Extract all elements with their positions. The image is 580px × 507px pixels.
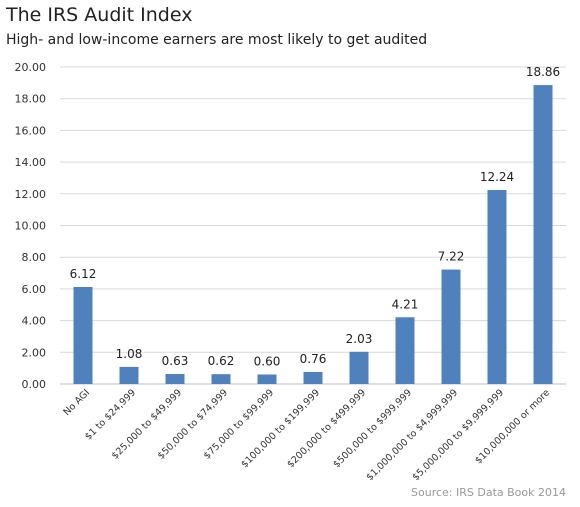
y-tick-label: 20.00 (15, 61, 47, 74)
x-axis-tick-labels: No AGI$1 to $24,999$25,000 to $49,999$50… (61, 387, 552, 483)
y-tick-label: 14.00 (15, 156, 47, 169)
data-label: 6.12 (70, 267, 97, 281)
chart-subtitle: High- and low-income earners are most li… (6, 32, 428, 48)
x-tick-label: $5,000,000 to $9,999,999 (410, 387, 506, 483)
x-tick-label: $500,000 to $999,999 (331, 387, 414, 470)
data-label: 7.22 (438, 250, 465, 264)
x-tick-label: $200,000 to $499,999 (285, 387, 368, 470)
x-tick-label: $1,000,000 to $4,999,999 (364, 387, 460, 483)
y-tick-label: 2.00 (22, 346, 47, 359)
y-tick-label: 8.00 (22, 251, 47, 264)
y-tick-label: 0.00 (22, 378, 47, 391)
chart-title: The IRS Audit Index (6, 4, 193, 26)
bar (211, 374, 231, 384)
data-label: 1.08 (116, 347, 143, 361)
bar (257, 374, 277, 384)
data-label: 0.60 (254, 354, 281, 368)
bar (119, 366, 139, 384)
data-labels: 6.12 1.08 0.63 0.62 0.60 0.76 2.03 4.21 7.22 12.2… (70, 65, 561, 368)
y-axis-tick-labels: 0.00 2.00 4.00 6.00 8.00 10.00 12.00 14.00 16.00… (15, 61, 47, 391)
bar (349, 351, 369, 384)
x-tick-label: $100,000 to $199,999 (239, 387, 322, 470)
bar (487, 189, 507, 384)
bar (165, 374, 185, 384)
y-tick-label: 16.00 (15, 124, 47, 137)
gridlines (60, 66, 566, 385)
data-label: 2.03 (346, 332, 373, 346)
data-label: 0.76 (300, 352, 327, 366)
y-tick-label: 4.00 (22, 315, 47, 328)
data-label: 4.21 (392, 297, 419, 311)
bar (73, 286, 93, 384)
y-tick-label: 6.00 (22, 283, 47, 296)
data-label: 12.24 (480, 170, 514, 184)
source-note: Source: IRS Data Book 2014 (411, 486, 566, 499)
bar (441, 269, 461, 384)
y-tick-label: 10.00 (15, 220, 47, 233)
bars (73, 85, 553, 384)
bar (303, 371, 323, 384)
data-label: 18.86 (526, 65, 560, 79)
data-label: 0.63 (162, 354, 189, 368)
x-tick-label: No AGI (61, 387, 92, 418)
y-tick-label: 18.00 (15, 93, 47, 106)
x-tick-label: $10,000,000 or more (473, 387, 552, 466)
data-label: 0.62 (208, 354, 235, 368)
bar (533, 85, 553, 384)
bar (395, 317, 415, 384)
y-tick-label: 12.00 (15, 188, 47, 201)
